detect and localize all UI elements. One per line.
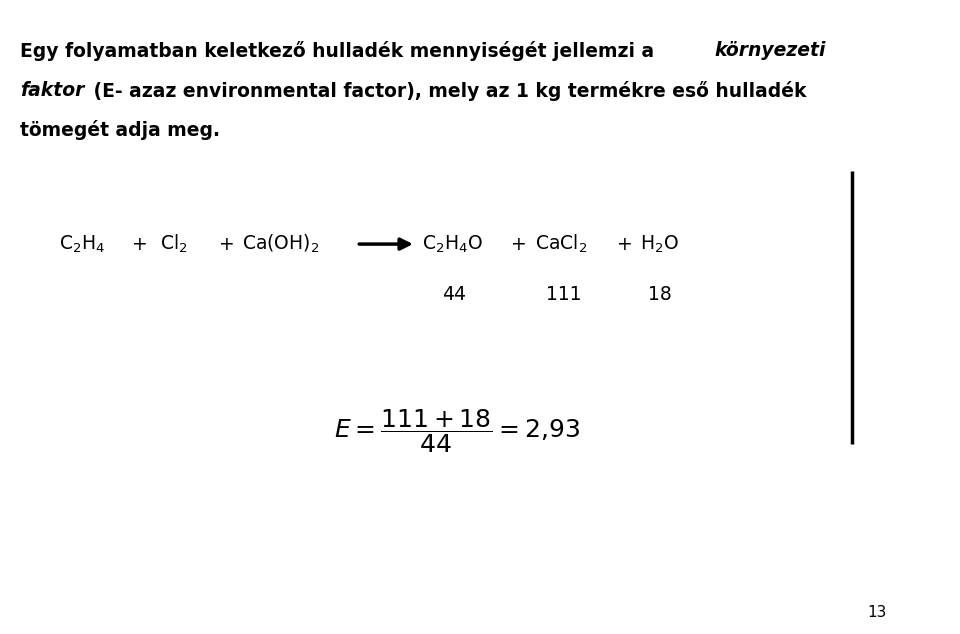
Text: $\mathregular{H_2O}$: $\mathregular{H_2O}$ bbox=[639, 233, 679, 255]
Text: $\mathregular{C_2H_4O}$: $\mathregular{C_2H_4O}$ bbox=[422, 233, 483, 255]
Text: 18: 18 bbox=[648, 285, 672, 304]
Text: 44: 44 bbox=[443, 285, 467, 304]
Text: $E = \dfrac{111+18}{44} = 2{,}93$: $E = \dfrac{111+18}{44} = 2{,}93$ bbox=[334, 407, 580, 455]
Text: tömegét adja meg.: tömegét adja meg. bbox=[20, 120, 220, 140]
Text: $\mathregular{Cl_2}$: $\mathregular{Cl_2}$ bbox=[160, 233, 187, 256]
Text: $\mathregular{Ca(OH)_2}$: $\mathregular{Ca(OH)_2}$ bbox=[242, 233, 320, 256]
Text: $+$: $+$ bbox=[131, 235, 147, 254]
Text: 111: 111 bbox=[546, 285, 582, 304]
Text: $+$: $+$ bbox=[616, 235, 632, 254]
Text: $+$: $+$ bbox=[511, 235, 526, 254]
Text: Egy folyamatban keletkező hulladék mennyiségét jellemzi a: Egy folyamatban keletkező hulladék menny… bbox=[20, 41, 660, 61]
Text: 13: 13 bbox=[867, 605, 886, 620]
Text: (E- azaz environmental factor), mely az 1 kg termékre eső hulladék: (E- azaz environmental factor), mely az … bbox=[86, 81, 806, 101]
Text: faktor: faktor bbox=[20, 81, 84, 100]
Text: $\mathregular{C_2H_4}$: $\mathregular{C_2H_4}$ bbox=[60, 233, 106, 255]
Text: $\mathregular{CaCl_2}$: $\mathregular{CaCl_2}$ bbox=[535, 233, 587, 256]
Text: $+$: $+$ bbox=[218, 235, 233, 254]
Text: környezeti: környezeti bbox=[714, 41, 826, 60]
